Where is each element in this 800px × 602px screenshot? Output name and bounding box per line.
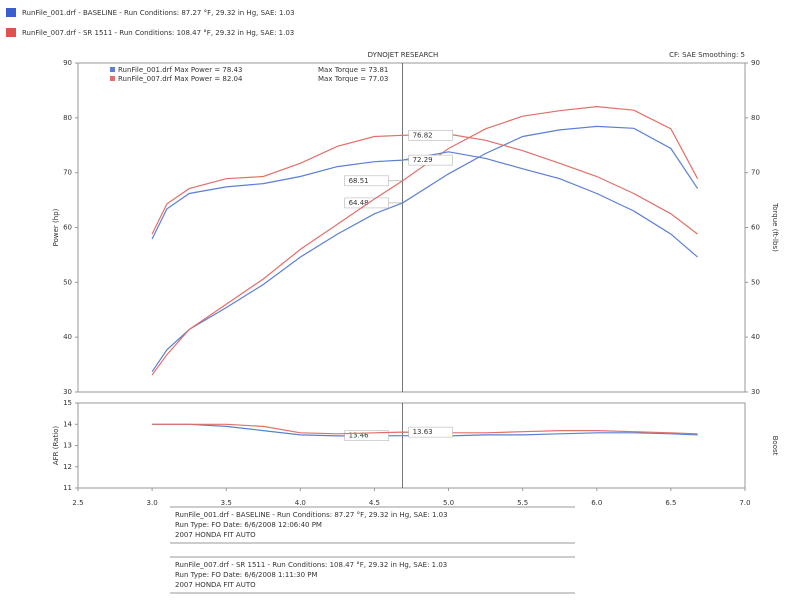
run-info: Run Type: FO Date: 6/6/2008 1:11:30 PM <box>175 571 318 579</box>
y-tick-label: 90 <box>63 59 72 67</box>
y2-tick-label: 30 <box>751 388 760 396</box>
cursor-label: 13.63 <box>413 428 433 436</box>
series-line <box>151 151 698 258</box>
cursor-label: 76.82 <box>413 131 433 139</box>
y-tick-label: 11 <box>63 484 72 492</box>
y-tick-label: 30 <box>63 388 72 396</box>
y-tick-label: 40 <box>63 333 72 341</box>
y-axis-title: Power (hp) <box>52 208 60 246</box>
y2-tick-label: 70 <box>751 169 760 177</box>
x-tick-label: 4.5 <box>369 499 380 507</box>
y2-axis-title: Boost <box>771 436 779 456</box>
y-tick-label: 15 <box>63 399 72 407</box>
header-run: RunFile_001.drf - BASELINE - Run Conditi… <box>22 9 295 17</box>
legend-entry: Max Torque = 77.03 <box>318 75 388 83</box>
header-run: RunFile_007.drf - SR 1511 - Run Conditio… <box>22 29 294 37</box>
y-tick-label: 80 <box>63 114 72 122</box>
legend-swatch <box>6 8 16 17</box>
y-tick-label: 70 <box>63 169 72 177</box>
run-info: Run Type: FO Date: 6/6/2008 12:06:40 PM <box>175 521 322 529</box>
x-tick-label: 4.0 <box>295 499 306 507</box>
legend-swatch <box>6 28 16 37</box>
cursor-label: 72.29 <box>413 156 433 164</box>
run-info: 2007 HONDA FIT AUTO <box>175 581 256 589</box>
cursor-label: 13.46 <box>349 432 370 440</box>
x-tick-label: 6.5 <box>665 499 676 507</box>
series-line <box>151 133 698 235</box>
legend-swatch <box>110 76 115 81</box>
brand: DYNOJET RESEARCH <box>368 51 439 59</box>
legend-entry: Max Torque = 73.81 <box>318 66 388 74</box>
x-tick-label: 5.5 <box>517 499 528 507</box>
y2-tick-label: 50 <box>751 278 760 286</box>
run-info: 2007 HONDA FIT AUTO <box>175 531 256 539</box>
y-axis-title: AFR (Ratio) <box>52 426 60 466</box>
y2-tick-label: 80 <box>751 114 760 122</box>
x-tick-label: 3.0 <box>147 499 158 507</box>
x-tick-label: 7.0 <box>739 499 750 507</box>
y2-axis-title: Torque (ft-lbs) <box>771 202 779 252</box>
y-tick-label: 60 <box>63 224 72 232</box>
run-info: RunFile_007.drf - SR 1511 - Run Conditio… <box>175 561 447 569</box>
settings: CF: SAE Smoothing: 5 <box>669 51 745 59</box>
y-tick-label: 13 <box>63 442 72 450</box>
legend-entry: RunFile_007.drf Max Power = 82.04 <box>118 75 243 83</box>
legend-entry: RunFile_001.drf Max Power = 78.43 <box>118 66 242 74</box>
legend-swatch <box>110 67 115 72</box>
series-line <box>152 423 698 435</box>
x-tick-label: 5.0 <box>443 499 454 507</box>
y-tick-label: 12 <box>63 463 72 471</box>
cursor-label: 68.51 <box>349 177 369 185</box>
y2-tick-label: 60 <box>751 224 760 232</box>
x-tick-label: 2.5 <box>72 499 83 507</box>
x-tick-label: 6.0 <box>591 499 602 507</box>
run-info: RunFile_001.drf - BASELINE - Run Conditi… <box>175 511 448 519</box>
cursor-label: 64.48 <box>349 199 369 207</box>
y2-tick-label: 40 <box>751 333 760 341</box>
y-tick-label: 14 <box>63 420 72 428</box>
y2-tick-label: 90 <box>751 59 760 67</box>
y-tick-label: 50 <box>63 278 72 286</box>
x-tick-label: 3.5 <box>221 499 232 507</box>
